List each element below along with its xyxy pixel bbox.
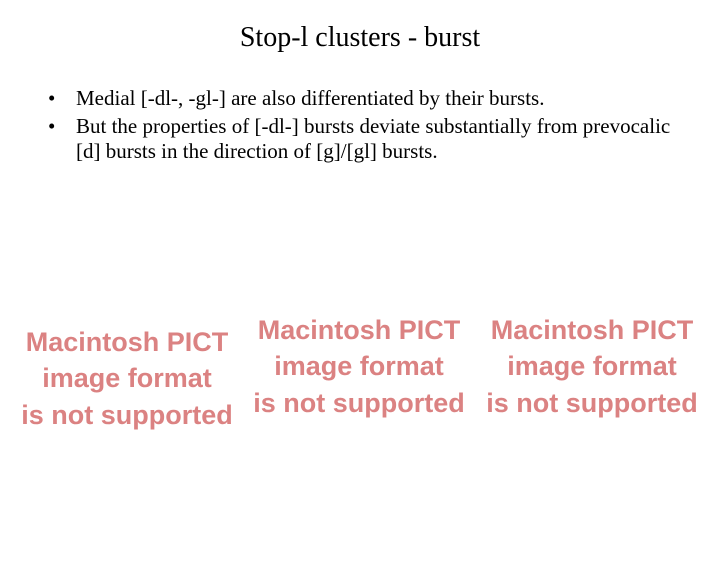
placeholder-line: image format (11, 360, 243, 396)
bullet-text: Medial [-dl-, -gl-] are also differentia… (76, 86, 680, 112)
placeholder-line: image format (475, 348, 709, 384)
placeholder-line: Macintosh PICT (475, 312, 709, 348)
placeholder-line: is not supported (243, 385, 475, 421)
placeholder-line: Macintosh PICT (11, 324, 243, 360)
bullet-text: But the properties of [-dl-] bursts devi… (76, 114, 680, 165)
placeholder-line: Macintosh PICT (243, 312, 475, 348)
bullet-dot: • (48, 114, 76, 165)
placeholder-line: is not supported (11, 397, 243, 433)
pict-placeholder: Macintosh PICT image format is not suppo… (475, 312, 709, 433)
bullet-dot: • (48, 86, 76, 112)
placeholder-line: is not supported (475, 385, 709, 421)
pict-placeholder: Macintosh PICT image format is not suppo… (243, 312, 475, 433)
pict-placeholder: Macintosh PICT image format is not suppo… (11, 324, 243, 433)
image-placeholder-row: Macintosh PICT image format is not suppo… (0, 312, 720, 433)
bullet-list: • Medial [-dl-, -gl-] are also different… (48, 86, 680, 165)
list-item: • Medial [-dl-, -gl-] are also different… (48, 86, 680, 112)
placeholder-line: image format (243, 348, 475, 384)
page-title: Stop-l clusters - burst (0, 22, 720, 54)
list-item: • But the properties of [-dl-] bursts de… (48, 114, 680, 165)
